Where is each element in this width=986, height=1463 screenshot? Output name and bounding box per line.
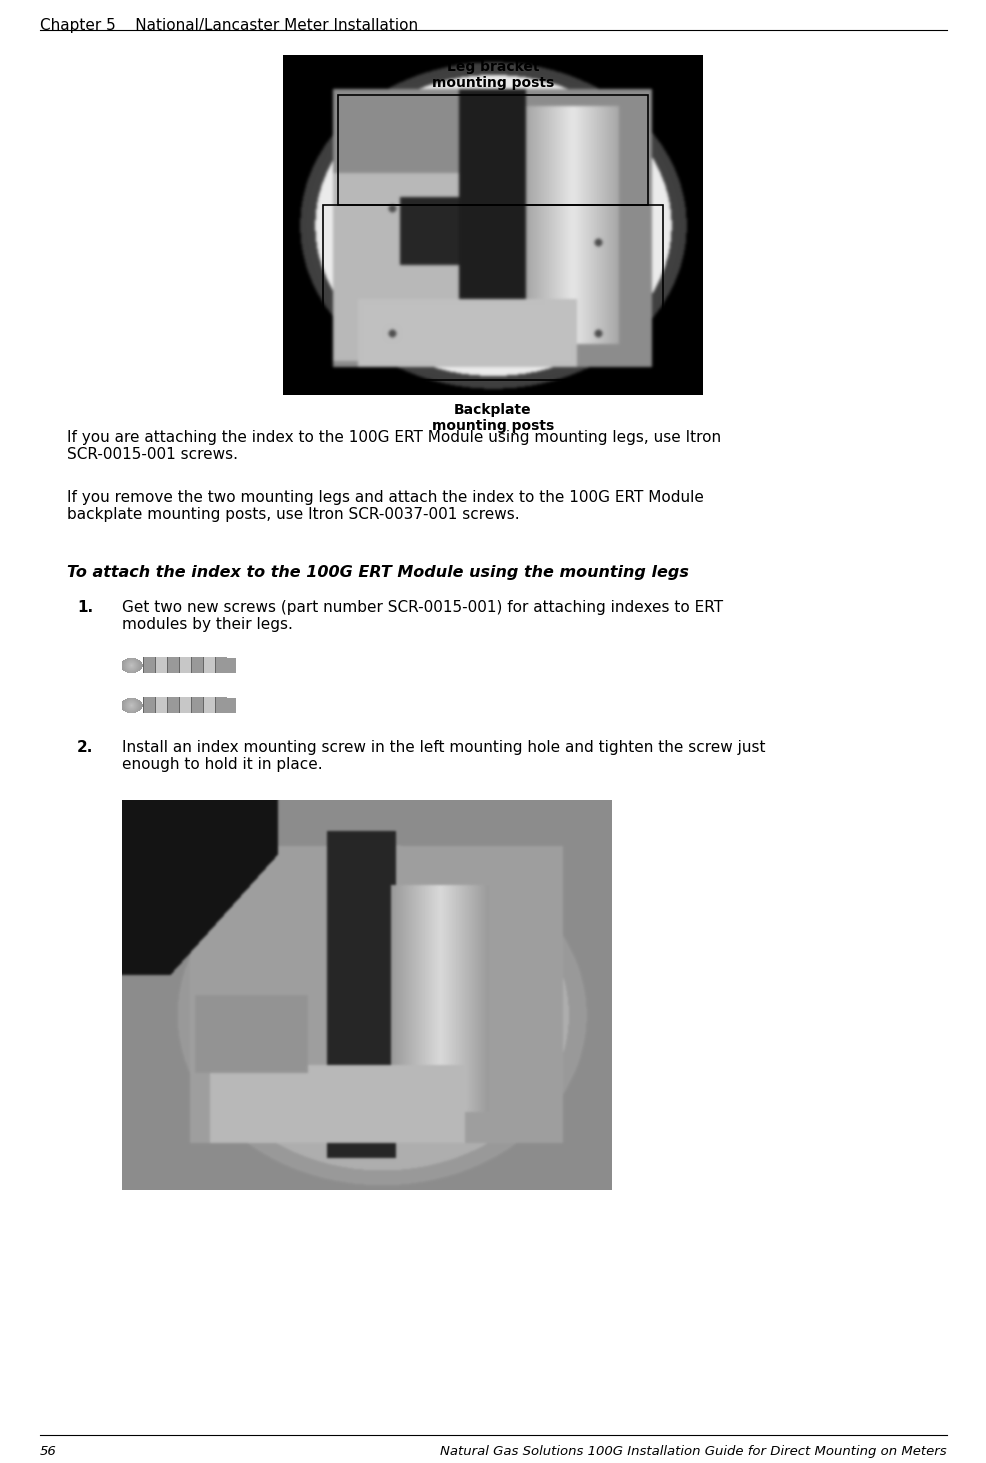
Text: 2.: 2. xyxy=(77,740,94,755)
Text: Leg bracket
mounting posts: Leg bracket mounting posts xyxy=(432,60,553,91)
Text: 1.: 1. xyxy=(77,600,93,614)
Text: Backplate
mounting posts: Backplate mounting posts xyxy=(432,402,553,433)
Text: Natural Gas Solutions 100G Installation Guide for Direct Mounting on Meters: Natural Gas Solutions 100G Installation … xyxy=(440,1445,946,1459)
Text: 56: 56 xyxy=(40,1445,56,1459)
Text: Chapter 5    National/Lancaster Meter Installation: Chapter 5 National/Lancaster Meter Insta… xyxy=(40,18,418,34)
Bar xyxy=(322,205,663,380)
Text: If you are attaching the index to the 100G ERT Module using mounting legs, use I: If you are attaching the index to the 10… xyxy=(67,430,721,462)
Text: Get two new screws (part number SCR-0015-001) for attaching indexes to ERT
modul: Get two new screws (part number SCR-0015… xyxy=(122,600,723,632)
Bar xyxy=(337,95,648,205)
Text: If you remove the two mounting legs and attach the index to the 100G ERT Module
: If you remove the two mounting legs and … xyxy=(67,490,703,522)
Text: Install an index mounting screw in the left mounting hole and tighten the screw : Install an index mounting screw in the l… xyxy=(122,740,765,772)
Text: To attach the index to the 100G ERT Module using the mounting legs: To attach the index to the 100G ERT Modu… xyxy=(67,565,688,579)
